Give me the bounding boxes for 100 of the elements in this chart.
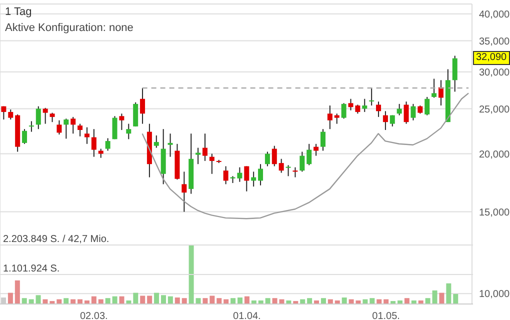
bar bbox=[202, 298, 208, 304]
bar bbox=[439, 292, 444, 304]
candlestick bbox=[320, 128, 326, 152]
bar bbox=[453, 294, 458, 304]
bar bbox=[265, 298, 270, 304]
bar bbox=[147, 296, 152, 304]
candlestick bbox=[452, 55, 458, 92]
candlestick bbox=[286, 164, 291, 177]
candlestick bbox=[64, 118, 69, 140]
candlestick bbox=[36, 106, 41, 130]
bar bbox=[432, 290, 438, 304]
x-tick-label: 01.05. bbox=[372, 311, 400, 320]
bar bbox=[140, 296, 146, 304]
candlestick bbox=[91, 128, 96, 158]
bar bbox=[196, 298, 201, 304]
bar bbox=[425, 298, 430, 304]
bar bbox=[64, 298, 69, 304]
annotation: Aktive Konfiguration: none bbox=[5, 22, 134, 34]
line-series bbox=[142, 92, 470, 220]
y-tick-label: 15,000 bbox=[479, 207, 510, 218]
candlestick bbox=[341, 102, 346, 120]
candlestick bbox=[424, 96, 430, 116]
candlestick bbox=[432, 78, 437, 98]
x-tick-label: 01.04. bbox=[233, 311, 261, 320]
candlestick bbox=[8, 109, 14, 120]
candlestick bbox=[376, 101, 382, 118]
candlestick bbox=[70, 116, 76, 134]
bar bbox=[112, 296, 118, 304]
bar bbox=[230, 298, 236, 304]
annotation: 32,090 bbox=[473, 51, 510, 66]
candlestick bbox=[154, 134, 159, 148]
candlestick bbox=[105, 138, 110, 152]
candlestick bbox=[168, 133, 173, 158]
candlestick bbox=[244, 166, 250, 192]
x-tick-label: 02.03. bbox=[80, 311, 108, 320]
bar bbox=[8, 292, 13, 304]
candlestick bbox=[56, 120, 62, 136]
y-tick-label: 20,000 bbox=[479, 149, 510, 160]
candlestick bbox=[140, 88, 146, 124]
y-tick-label: 10,000 bbox=[479, 289, 510, 300]
candlestick bbox=[404, 101, 409, 124]
bar bbox=[133, 292, 138, 304]
bar bbox=[14, 280, 20, 304]
chart-subtitle: 1 Tag bbox=[5, 6, 32, 18]
bar bbox=[174, 298, 180, 304]
bar bbox=[238, 298, 242, 304]
bar bbox=[244, 296, 250, 304]
candlestick bbox=[112, 116, 118, 140]
candlestick bbox=[369, 88, 374, 106]
candlestick bbox=[292, 166, 298, 178]
candlestick bbox=[28, 120, 34, 132]
candlestick bbox=[1, 106, 6, 120]
y-tick-label: 30,000 bbox=[479, 67, 510, 78]
candlestick bbox=[78, 123, 83, 137]
candlestick bbox=[300, 151, 305, 172]
candlestick bbox=[334, 113, 340, 124]
bar bbox=[119, 296, 124, 304]
candlestick bbox=[278, 158, 284, 174]
candlestick bbox=[98, 148, 104, 158]
candlestick bbox=[306, 143, 312, 166]
candlestick bbox=[223, 166, 228, 185]
candlestick bbox=[133, 102, 138, 127]
candlestick bbox=[209, 153, 214, 174]
candlestick bbox=[182, 171, 187, 212]
bar bbox=[216, 298, 222, 304]
candlestick bbox=[410, 103, 416, 121]
bar bbox=[168, 296, 173, 304]
candlestick bbox=[119, 113, 124, 130]
bar bbox=[188, 245, 194, 304]
bar bbox=[91, 296, 96, 304]
bar bbox=[446, 283, 452, 304]
y-tick-label: 40,000 bbox=[479, 9, 510, 20]
bar bbox=[210, 296, 215, 304]
candlestick bbox=[272, 145, 277, 167]
bar bbox=[154, 292, 160, 304]
bar bbox=[36, 295, 41, 304]
bar bbox=[320, 298, 326, 304]
candlestick bbox=[50, 112, 55, 123]
candlestick bbox=[42, 107, 48, 124]
y-tick-label: 25,000 bbox=[479, 104, 510, 116]
candlestick bbox=[264, 151, 270, 167]
ref-line-label: 2.203.849 S. / 42,7 Mio. bbox=[3, 234, 110, 245]
bar bbox=[404, 298, 410, 304]
candlestick bbox=[327, 105, 332, 130]
candlestick bbox=[202, 133, 208, 162]
candlestick bbox=[22, 128, 28, 144]
bar bbox=[370, 298, 375, 304]
bar bbox=[160, 295, 166, 304]
candlestick bbox=[126, 123, 132, 140]
ref-line-label: 1.101.924 S. bbox=[3, 264, 60, 274]
candlestick bbox=[84, 126, 90, 144]
candlestick bbox=[258, 164, 264, 186]
candlestick bbox=[362, 98, 368, 112]
candlestick bbox=[196, 147, 201, 165]
bar bbox=[182, 298, 187, 304]
candlestick bbox=[382, 110, 388, 130]
bar bbox=[22, 298, 27, 304]
candlestick bbox=[396, 103, 402, 116]
bar bbox=[105, 298, 110, 304]
y-tick-label: 35,000 bbox=[479, 36, 510, 48]
